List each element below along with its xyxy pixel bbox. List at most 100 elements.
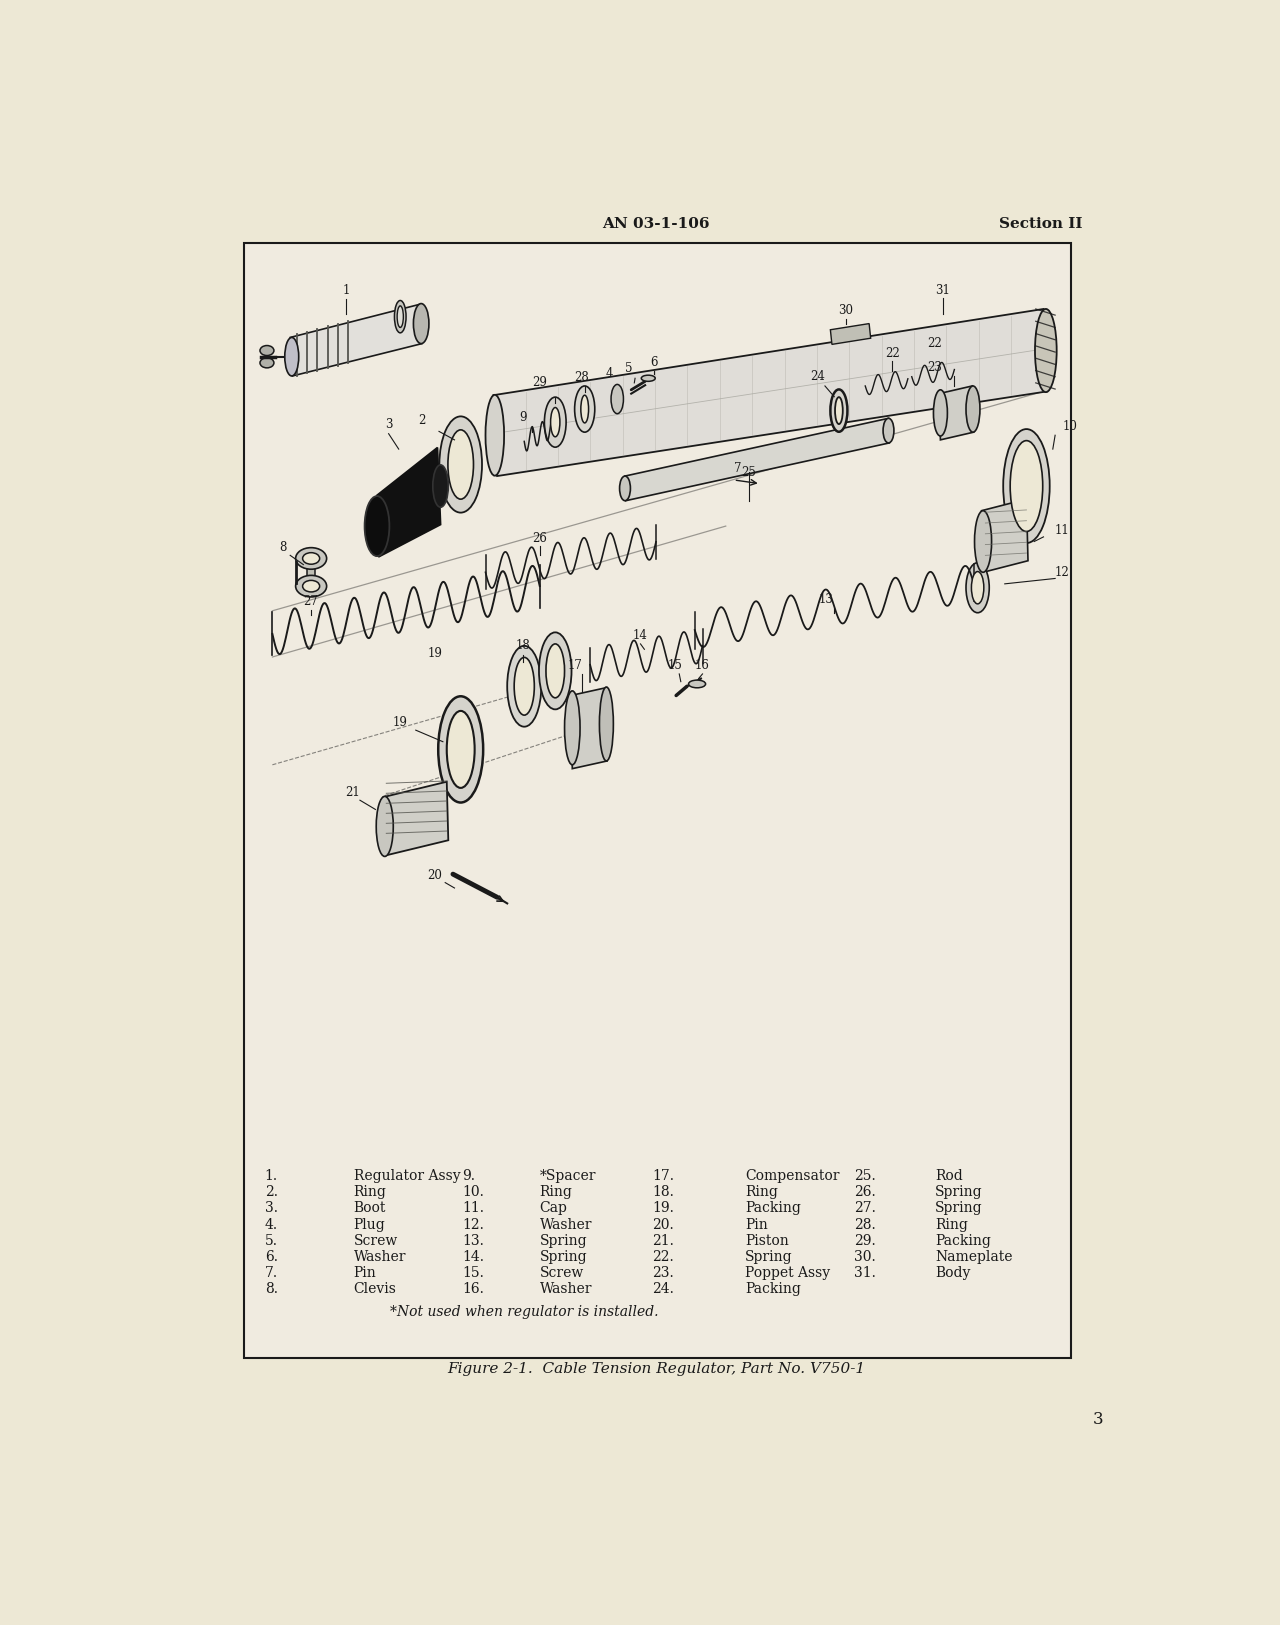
Text: Washer: Washer (540, 1282, 593, 1297)
Text: Spring: Spring (934, 1201, 983, 1216)
Text: 29.: 29. (854, 1233, 876, 1248)
Text: 21: 21 (344, 785, 360, 798)
Text: Pin: Pin (353, 1266, 376, 1280)
Ellipse shape (515, 658, 534, 715)
Text: Washer: Washer (353, 1250, 406, 1264)
Text: Packing: Packing (745, 1201, 801, 1216)
Text: 30.: 30. (854, 1250, 876, 1264)
Text: 13: 13 (819, 593, 835, 606)
Text: Spring: Spring (540, 1233, 588, 1248)
Ellipse shape (544, 396, 566, 447)
Text: 17.: 17. (652, 1168, 675, 1183)
Text: 11: 11 (1055, 523, 1070, 536)
Text: 2.: 2. (265, 1185, 278, 1199)
Text: Washer: Washer (540, 1217, 593, 1232)
Ellipse shape (394, 301, 406, 333)
Ellipse shape (260, 358, 274, 367)
Bar (307, 559, 315, 587)
Ellipse shape (550, 408, 559, 437)
Ellipse shape (972, 572, 984, 604)
Ellipse shape (1004, 429, 1050, 543)
Text: 17: 17 (567, 658, 582, 671)
Text: 6.: 6. (265, 1250, 278, 1264)
Ellipse shape (831, 390, 847, 432)
Text: 14.: 14. (462, 1250, 484, 1264)
Text: 26.: 26. (854, 1185, 876, 1199)
Text: Ring: Ring (540, 1185, 572, 1199)
Ellipse shape (302, 552, 320, 564)
Text: Spring: Spring (745, 1250, 792, 1264)
Text: 31.: 31. (854, 1266, 876, 1280)
Ellipse shape (376, 796, 393, 856)
Text: Boot: Boot (353, 1201, 387, 1216)
Text: 25.: 25. (854, 1168, 876, 1183)
Text: 30: 30 (838, 304, 854, 317)
Ellipse shape (966, 562, 989, 613)
Text: 10.: 10. (462, 1185, 484, 1199)
Text: 14: 14 (634, 629, 648, 642)
Ellipse shape (302, 580, 320, 592)
Text: 16: 16 (695, 658, 710, 671)
Text: 20: 20 (428, 869, 443, 882)
Ellipse shape (433, 465, 448, 507)
Text: Ring: Ring (934, 1217, 968, 1232)
Ellipse shape (439, 416, 483, 512)
Ellipse shape (485, 395, 504, 476)
Text: Pin: Pin (745, 1217, 768, 1232)
Text: 28.: 28. (854, 1217, 876, 1232)
Polygon shape (831, 323, 870, 344)
Text: 23: 23 (928, 361, 942, 374)
Polygon shape (938, 387, 974, 440)
Text: 16.: 16. (462, 1282, 484, 1297)
Ellipse shape (539, 632, 572, 710)
Text: 18.: 18. (652, 1185, 675, 1199)
Polygon shape (571, 687, 607, 769)
Text: Body: Body (934, 1266, 970, 1280)
Text: 4.: 4. (265, 1217, 278, 1232)
Text: 15.: 15. (462, 1266, 484, 1280)
Text: 23.: 23. (652, 1266, 673, 1280)
Ellipse shape (564, 691, 580, 765)
Text: Plug: Plug (353, 1217, 385, 1232)
Ellipse shape (507, 645, 541, 726)
Polygon shape (378, 447, 440, 557)
Polygon shape (383, 782, 448, 856)
Text: Packing: Packing (934, 1233, 991, 1248)
Text: 22.: 22. (652, 1250, 673, 1264)
Text: 8: 8 (279, 541, 287, 554)
Text: 3.: 3. (265, 1201, 278, 1216)
Ellipse shape (611, 385, 623, 414)
Polygon shape (493, 309, 1047, 476)
Text: 22: 22 (884, 346, 900, 359)
Text: 21.: 21. (652, 1233, 675, 1248)
Text: Clevis: Clevis (353, 1282, 397, 1297)
Ellipse shape (933, 390, 947, 436)
Text: Screw: Screw (540, 1266, 584, 1280)
Text: 7: 7 (733, 461, 741, 474)
Text: 27: 27 (303, 595, 319, 608)
Text: Piston: Piston (745, 1233, 788, 1248)
Text: 9: 9 (518, 411, 526, 424)
Text: 20.: 20. (652, 1217, 673, 1232)
Ellipse shape (620, 476, 631, 500)
Ellipse shape (296, 575, 326, 596)
Ellipse shape (397, 306, 403, 328)
Text: Figure 2-1.  Cable Tension Regulator, Part No. V750-1: Figure 2-1. Cable Tension Regulator, Par… (447, 1362, 865, 1376)
Text: 24: 24 (810, 370, 824, 383)
Ellipse shape (1010, 440, 1043, 531)
Text: 1.: 1. (265, 1168, 278, 1183)
Ellipse shape (581, 395, 589, 422)
Text: 31: 31 (936, 283, 950, 296)
Text: 29: 29 (532, 375, 547, 388)
Text: 26: 26 (532, 531, 547, 544)
Text: 27.: 27. (854, 1201, 876, 1216)
Text: Cap: Cap (540, 1201, 567, 1216)
Text: Section II: Section II (998, 218, 1083, 231)
Text: 22: 22 (928, 338, 942, 351)
Ellipse shape (974, 510, 992, 572)
Ellipse shape (547, 644, 564, 697)
Text: AN 03-1-106: AN 03-1-106 (603, 218, 709, 231)
Text: 10: 10 (1062, 419, 1078, 432)
Text: Packing: Packing (745, 1282, 801, 1297)
Text: Spring: Spring (540, 1250, 588, 1264)
